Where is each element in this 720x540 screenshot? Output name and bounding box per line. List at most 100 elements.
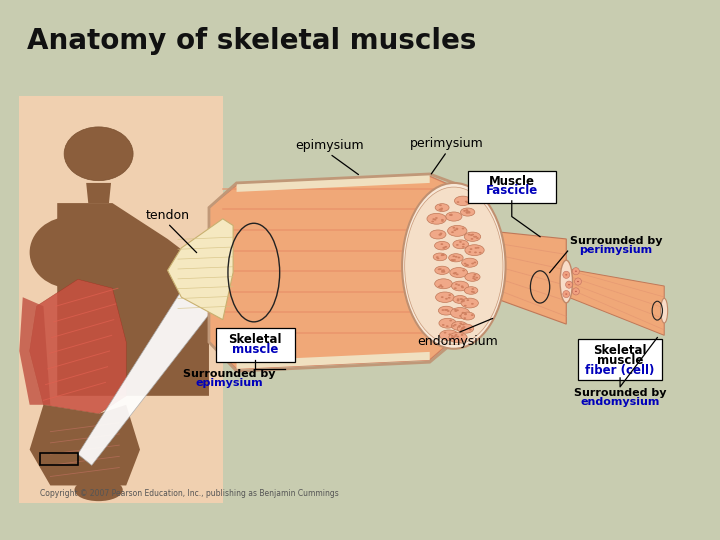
Ellipse shape [458,326,460,328]
Ellipse shape [453,240,469,249]
Ellipse shape [439,330,459,341]
Ellipse shape [472,291,475,293]
Ellipse shape [575,291,577,292]
Ellipse shape [30,217,112,288]
Ellipse shape [436,258,439,259]
Ellipse shape [430,230,446,239]
Ellipse shape [474,261,476,264]
Text: Muscle: Muscle [489,175,535,188]
Ellipse shape [560,260,572,303]
Polygon shape [168,219,233,320]
Ellipse shape [456,309,459,311]
Ellipse shape [449,254,463,262]
Ellipse shape [451,321,467,330]
Ellipse shape [469,329,472,330]
Ellipse shape [572,288,580,295]
Polygon shape [78,226,257,465]
Ellipse shape [455,256,457,258]
Ellipse shape [439,204,442,206]
Ellipse shape [450,268,467,278]
Ellipse shape [464,287,478,294]
Ellipse shape [448,225,467,237]
Ellipse shape [441,220,444,222]
Ellipse shape [471,303,474,305]
Ellipse shape [466,264,468,266]
Ellipse shape [457,256,460,259]
Ellipse shape [436,292,454,302]
Ellipse shape [464,317,466,319]
Ellipse shape [441,219,444,221]
Text: tendon: tendon [145,209,189,222]
Ellipse shape [454,335,456,337]
Ellipse shape [465,201,467,202]
Ellipse shape [460,329,463,331]
Ellipse shape [463,210,466,212]
Text: muscle: muscle [597,354,643,367]
Ellipse shape [476,237,479,239]
Polygon shape [237,174,430,192]
Polygon shape [480,230,566,324]
Ellipse shape [563,291,570,298]
Ellipse shape [454,287,456,289]
Ellipse shape [464,313,467,315]
Ellipse shape [464,232,481,241]
Text: Copyright © 2007 Pearson Education, Inc., publishing as Benjamin Cummings: Copyright © 2007 Pearson Education, Inc.… [40,489,338,498]
Ellipse shape [449,294,451,296]
Ellipse shape [447,310,449,312]
Ellipse shape [461,312,474,320]
Ellipse shape [463,326,466,328]
Ellipse shape [438,306,454,315]
Ellipse shape [568,284,570,285]
Ellipse shape [462,228,464,230]
Ellipse shape [456,298,459,300]
Text: fiber (cell): fiber (cell) [585,364,654,377]
Polygon shape [19,297,50,405]
Ellipse shape [444,332,446,334]
Ellipse shape [471,291,474,293]
Polygon shape [30,279,126,414]
Ellipse shape [459,339,462,341]
Ellipse shape [471,262,474,265]
Ellipse shape [454,309,456,310]
Ellipse shape [444,246,447,248]
Ellipse shape [441,296,444,298]
Ellipse shape [451,308,469,318]
Ellipse shape [427,213,446,224]
Ellipse shape [432,218,435,220]
Ellipse shape [563,271,570,279]
Ellipse shape [462,327,465,329]
Text: Skeletal: Skeletal [228,333,282,346]
Ellipse shape [435,241,450,250]
Ellipse shape [577,281,579,282]
Ellipse shape [443,247,446,248]
Text: Fascicle: Fascicle [486,185,538,198]
Ellipse shape [456,273,459,275]
Ellipse shape [455,334,457,335]
Ellipse shape [661,298,667,323]
Ellipse shape [566,281,572,288]
Text: perimysium: perimysium [410,137,484,150]
Ellipse shape [441,309,444,311]
Ellipse shape [441,207,443,210]
Ellipse shape [441,243,444,245]
Polygon shape [237,352,430,369]
FancyBboxPatch shape [467,171,556,203]
Ellipse shape [461,301,464,302]
Ellipse shape [452,325,455,327]
Ellipse shape [74,479,122,501]
Ellipse shape [470,234,473,236]
Ellipse shape [442,269,445,271]
Ellipse shape [459,322,462,324]
Ellipse shape [469,248,472,250]
Ellipse shape [402,183,505,349]
Ellipse shape [449,333,467,343]
Ellipse shape [456,300,459,301]
Ellipse shape [465,209,468,211]
Ellipse shape [450,259,453,261]
Ellipse shape [439,285,442,286]
Ellipse shape [454,310,457,312]
Ellipse shape [435,217,438,219]
Ellipse shape [459,241,462,243]
Ellipse shape [457,284,460,286]
Ellipse shape [433,219,436,221]
